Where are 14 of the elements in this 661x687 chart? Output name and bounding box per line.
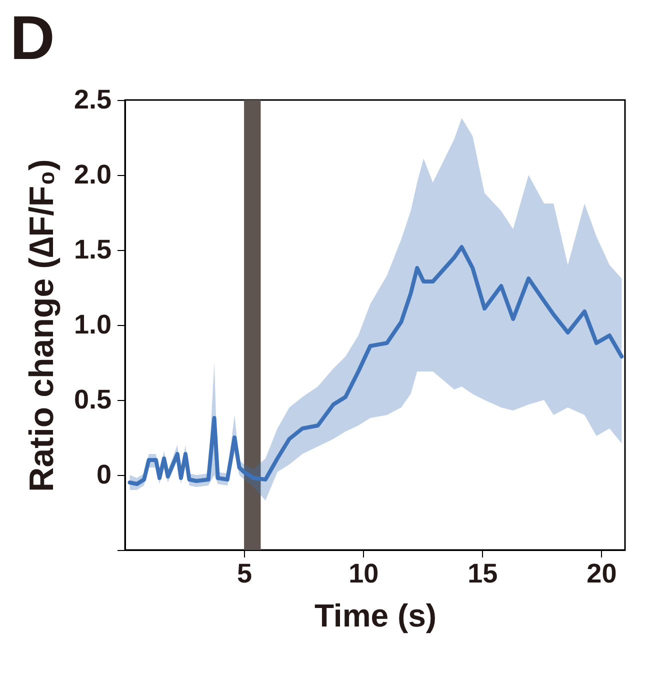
y-axis-title: Ratio change (∆F/F₀): [22, 159, 61, 492]
line-series: [128, 245, 624, 486]
y-tick-label: 0: [96, 460, 112, 490]
x-tick-label: 10: [348, 558, 379, 588]
x-tick-label: 20: [586, 558, 617, 588]
y-tick-label: 2.0: [74, 160, 112, 190]
chart-title: D: [10, 4, 55, 73]
y-tick-label: 0.5: [74, 384, 112, 414]
x-tick-label: 5: [237, 558, 252, 588]
y-tick-label: 2.5: [74, 84, 112, 114]
x-tick-label: 15: [468, 558, 498, 588]
x-axis-title: Time (s): [314, 598, 437, 634]
y-tick-label: 1.5: [74, 234, 112, 264]
y-tick-label: 1.0: [74, 310, 112, 340]
